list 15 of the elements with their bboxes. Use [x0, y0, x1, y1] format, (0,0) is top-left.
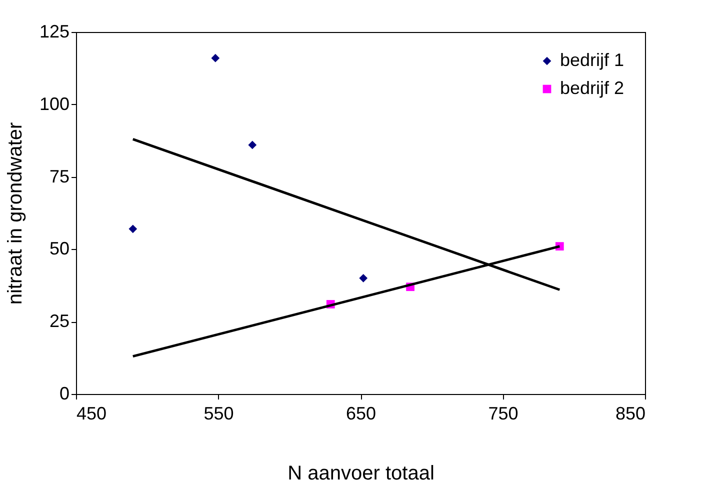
y-tick-label: 0 [59, 384, 70, 404]
x-tick-label: 650 [346, 404, 376, 424]
x-tick-label: 450 [76, 404, 107, 424]
y-axis-title: nitraat in grondwater [4, 122, 26, 305]
x-tick-label: 850 [615, 404, 646, 424]
y-tick-label: 25 [49, 311, 70, 332]
y-tick-label: 100 [39, 94, 70, 114]
x-tick-label: 550 [204, 404, 234, 424]
x-axis-title: N aanvoer totaal [288, 462, 434, 484]
y-tick-label: 75 [49, 166, 70, 186]
legend-label: bedrijf 1 [560, 50, 624, 70]
x-tick-label: 750 [488, 404, 518, 424]
y-tick-label: 50 [49, 238, 70, 259]
y-tick-label: 125 [39, 22, 70, 42]
legend-label: bedrijf 2 [560, 78, 624, 98]
